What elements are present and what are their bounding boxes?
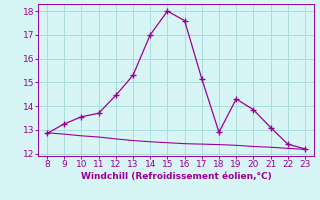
X-axis label: Windchill (Refroidissement éolien,°C): Windchill (Refroidissement éolien,°C) xyxy=(81,172,271,181)
